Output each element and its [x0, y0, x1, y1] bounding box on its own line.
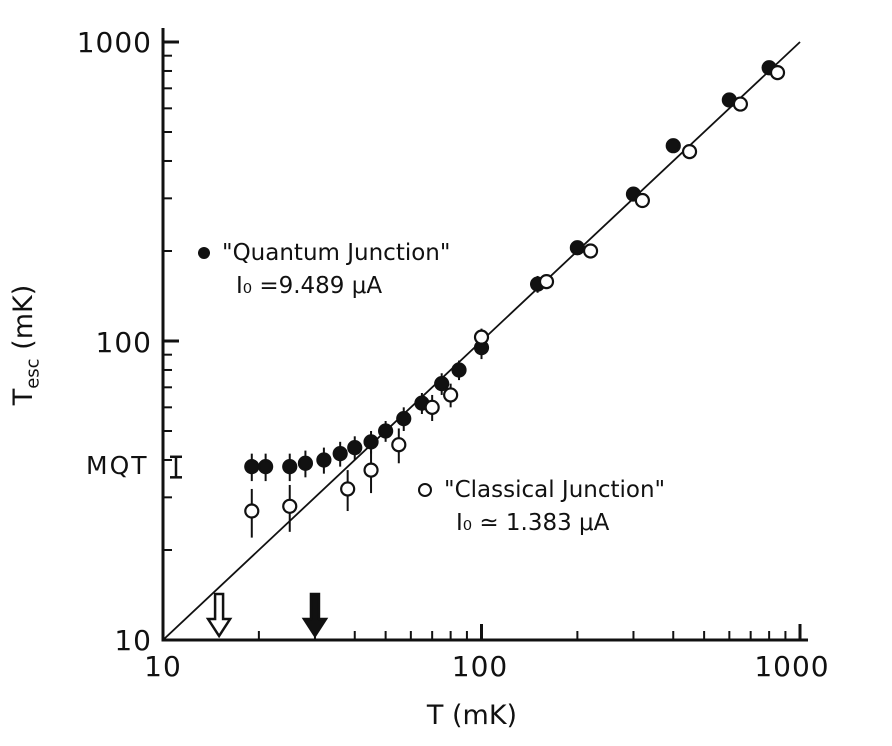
quantum-data-point: [569, 240, 585, 256]
filled-down-arrow-icon: [301, 592, 329, 639]
classical-data-point: [282, 498, 298, 514]
classical-data-point: [473, 329, 490, 345]
quantum-data-point: [297, 455, 314, 471]
classical-data-point: [443, 387, 459, 403]
x-axis-label: T (mK): [426, 700, 518, 731]
y-tick-10: 10: [114, 624, 152, 657]
quantum-data-point: [282, 459, 298, 475]
legend-classical-name: "Classical Junction": [444, 477, 666, 503]
classical-data-point: [363, 462, 379, 478]
classical-data-point: [732, 96, 749, 112]
open-down-arrow-icon: [205, 592, 233, 639]
classical-data-point: [244, 503, 260, 519]
open-circle-marker-icon: [418, 483, 432, 497]
legend-classical: "Classical Junction" I₀ ≃ 1.383 μA: [418, 477, 665, 536]
quantum-data-point: [434, 376, 450, 392]
classical-data-point: [424, 399, 440, 415]
y-tick-1000: 1000: [76, 26, 152, 59]
quantum-data-point: [451, 362, 467, 378]
classical-data-point: [681, 143, 698, 160]
legend-quantum: "Quantum Junction" I₀ =9.489 μA: [198, 240, 450, 299]
classical-data-point: [634, 192, 650, 209]
legend-quantum-current: I₀ =9.489 μA: [236, 273, 383, 299]
x-tick-10: 10: [144, 650, 182, 683]
quantum-data-point: [665, 138, 681, 154]
quantum-data-point: [316, 452, 332, 468]
quantum-data-point: [347, 440, 363, 456]
classical-data-point: [391, 437, 407, 453]
classical-data-point: [340, 481, 356, 497]
quantum-data-point: [258, 459, 274, 475]
classical-data-point: [769, 65, 786, 81]
x-tick-100: 100: [451, 650, 509, 683]
quantum-data-point: [396, 411, 412, 427]
legend-classical-line1: "Classical Junction": [418, 477, 665, 503]
quantum-data-point: [332, 446, 348, 462]
legend-quantum-line1: "Quantum Junction": [198, 240, 450, 266]
y-tick-100: 100: [95, 326, 152, 359]
y-axis-label-base: T: [8, 388, 39, 406]
legend-quantum-name: "Quantum Junction": [222, 240, 451, 266]
filled-circle-marker-icon: [198, 247, 210, 259]
quantum-data-point: [363, 434, 379, 450]
y-axis-label-unit: (mK): [8, 284, 39, 359]
classical-data-point: [582, 243, 599, 259]
y-axis-label-sub: esc: [22, 358, 44, 389]
mqt-label: MQT: [86, 451, 149, 480]
y-axis-label: Tesc (mK): [8, 245, 44, 445]
classical-data-point: [538, 274, 555, 290]
quantum-data-point: [378, 423, 394, 439]
quantum-data-point: [244, 459, 260, 475]
x-tick-1000: 1000: [754, 650, 830, 683]
legend-classical-current: I₀ ≃ 1.383 μA: [456, 510, 610, 536]
